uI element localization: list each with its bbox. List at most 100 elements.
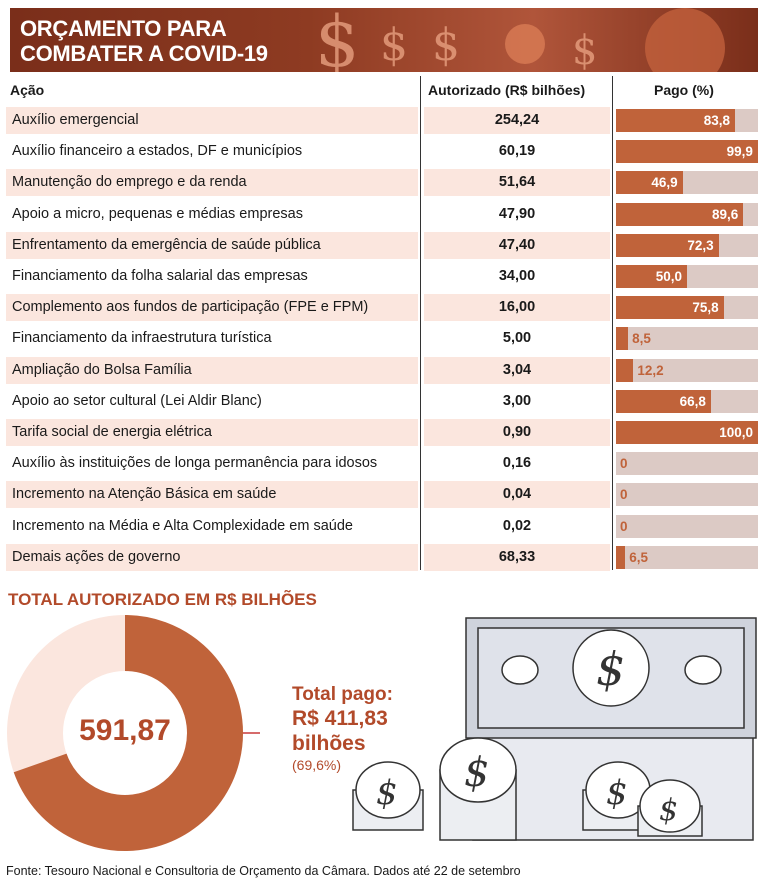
autorizado-cell: 16,00 bbox=[424, 294, 610, 322]
pago-label: 83,8 bbox=[703, 113, 730, 128]
pago-label: 46,9 bbox=[651, 175, 678, 191]
acao-cell: Complemento aos fundos de participação (… bbox=[6, 294, 418, 322]
table-row: Enfrentamento da emergência de saúde púb… bbox=[6, 231, 758, 259]
acao-cell: Auxílio emergencial bbox=[6, 107, 418, 134]
annotation-line: R$ 411,83 bbox=[292, 707, 388, 730]
money-illustration-icon: $ $ $ $ $ bbox=[352, 617, 757, 841]
pago-bar-track: 12,2 bbox=[616, 358, 758, 382]
pago-bar-track: 8,5 bbox=[616, 327, 758, 351]
autorizado-cell: 68,33 bbox=[424, 543, 610, 571]
pago-bar bbox=[616, 545, 626, 569]
pago-bar-track: 72,3 bbox=[616, 233, 758, 257]
total-paid-annotation: Total pago: R$ 411,83 bilhões (69,6%) bbox=[292, 684, 393, 774]
dollar-virus-decoration-icon: $ $ $ $ bbox=[315, 8, 725, 72]
autorizado-cell: 0,16 bbox=[502, 455, 532, 472]
pago-label: 72,3 bbox=[687, 237, 714, 253]
table-row: Financiamento da folha salarial das empr… bbox=[6, 263, 758, 290]
pago-bar-track: 100,0 bbox=[616, 421, 758, 444]
autorizado-cell: 3,00 bbox=[502, 392, 532, 409]
pago-bar-track: 83,8 bbox=[616, 109, 758, 132]
autorizado-cell: 34,00 bbox=[498, 268, 536, 284]
pago-bar-track: 50,0 bbox=[616, 265, 758, 288]
acao-cell: Apoio a micro, pequenas e médias empresa… bbox=[12, 205, 303, 222]
svg-text:$: $ bbox=[376, 773, 398, 813]
pago-label: 66,8 bbox=[679, 393, 706, 409]
pago-label: 0 bbox=[620, 518, 628, 534]
annotation-line: bilhões bbox=[292, 732, 366, 755]
pago-label: 0 bbox=[620, 487, 628, 503]
table-row: Ampliação do Bolsa Família 3,04 12,2 bbox=[6, 356, 758, 384]
pago-bar-track: 46,9 bbox=[616, 171, 758, 195]
acao-cell: Auxílio às instituições de longa permanê… bbox=[12, 455, 378, 472]
table-row: Auxílio financeiro a estados, DF e munic… bbox=[6, 138, 758, 165]
table-row: Apoio ao setor cultural (Lei Aldir Blanc… bbox=[6, 388, 758, 415]
autorizado-cell: 5,00 bbox=[502, 330, 532, 347]
autorizado-cell: 0,02 bbox=[502, 517, 532, 534]
col-header-autorizado: Autorizado (R$ bilhões) bbox=[428, 82, 586, 98]
pago-bar-track: 99,9 bbox=[616, 140, 758, 164]
acao-cell: Incremento na Média e Alta Complexidade … bbox=[12, 517, 353, 534]
pago-label: 0 bbox=[620, 456, 628, 472]
svg-text:$: $ bbox=[432, 20, 460, 71]
pago-bar bbox=[616, 358, 634, 382]
pago-bar bbox=[616, 233, 719, 257]
pago-label: 75,8 bbox=[692, 300, 719, 316]
pago-bar bbox=[616, 265, 687, 288]
pago-bar-track: 89,6 bbox=[616, 202, 758, 226]
svg-text:$: $ bbox=[596, 642, 625, 696]
pago-label: 12,2 bbox=[637, 362, 664, 378]
svg-text:$: $ bbox=[315, 8, 360, 72]
pago-bar-track: 0 bbox=[616, 483, 758, 507]
annotation-line: (69,6%) bbox=[292, 757, 342, 773]
source-note: Fonte: Tesouro Nacional e Consultoria de… bbox=[6, 864, 521, 878]
pago-bar bbox=[616, 327, 629, 351]
autorizado-cell: 51,64 bbox=[424, 169, 610, 197]
acao-cell: Enfrentamento da emergência de saúde púb… bbox=[6, 231, 418, 259]
pago-label: 89,6 bbox=[711, 206, 739, 222]
pago-label: 8,5 bbox=[632, 331, 651, 347]
pago-bar-track: 66,8 bbox=[616, 389, 758, 413]
svg-text:$: $ bbox=[572, 28, 597, 72]
autorizado-cell: 0,04 bbox=[424, 481, 610, 509]
table-row: Financiamento da infraestrutura turístic… bbox=[6, 325, 758, 352]
pago-bar bbox=[616, 171, 683, 195]
column-divider bbox=[420, 76, 421, 570]
svg-text:$: $ bbox=[606, 773, 628, 813]
pago-bar bbox=[616, 140, 758, 164]
acao-cell: Demais ações de governo bbox=[6, 543, 418, 571]
table-row: Apoio a micro, pequenas e médias empresa… bbox=[6, 201, 758, 228]
header-banner: ORÇAMENTO PARA COMBATER A COVID-19 $ $ $… bbox=[10, 8, 758, 72]
pago-bar-track: 0 bbox=[616, 514, 758, 538]
annotation-line: Total pago: bbox=[292, 684, 393, 705]
title-line-2: COMBATER A COVID-19 bbox=[20, 41, 268, 66]
table-row: Manutenção do emprego e da renda 51,64 4… bbox=[6, 169, 758, 197]
pago-bar-track: 75,8 bbox=[616, 296, 758, 320]
table-row: Tarifa social de energia elétrica 0,90 1… bbox=[6, 419, 758, 446]
pago-bar bbox=[616, 389, 711, 413]
donut-center-total: 591,87 bbox=[79, 714, 171, 747]
table-row: Complemento aos fundos de participação (… bbox=[6, 294, 758, 322]
donut-slice-paid bbox=[13, 615, 243, 851]
autorizado-cell: 60,19 bbox=[498, 143, 536, 160]
pago-bar bbox=[616, 109, 735, 132]
pago-label: 100,0 bbox=[719, 425, 753, 440]
acao-cell: Auxílio financeiro a estados, DF e munic… bbox=[12, 143, 303, 160]
column-divider bbox=[612, 76, 613, 570]
acao-cell: Tarifa social de energia elétrica bbox=[6, 419, 418, 446]
pago-label: 99,9 bbox=[726, 144, 753, 160]
pago-label: 6,5 bbox=[629, 549, 648, 565]
svg-text:$: $ bbox=[659, 793, 678, 828]
autorizado-cell: 47,90 bbox=[498, 205, 536, 222]
col-header-acao: Ação bbox=[10, 82, 45, 98]
table-row: Incremento na Atenção Básica em saúde 0,… bbox=[6, 481, 758, 509]
svg-text:$: $ bbox=[380, 20, 408, 71]
table-row: Auxílio às instituições de longa permanê… bbox=[6, 450, 758, 477]
donut-chart bbox=[7, 615, 260, 851]
table-row: Incremento na Média e Alta Complexidade … bbox=[6, 513, 758, 540]
autorizado-cell: 47,40 bbox=[424, 231, 610, 259]
acao-cell: Apoio ao setor cultural (Lei Aldir Blanc… bbox=[12, 392, 262, 409]
pago-bar bbox=[616, 421, 758, 444]
donut-title: TOTAL AUTORIZADO EM R$ BILHÕES bbox=[8, 590, 317, 609]
pago-bar-track: 6,5 bbox=[616, 545, 758, 569]
title-line-1: ORÇAMENTO PARA bbox=[20, 16, 227, 41]
